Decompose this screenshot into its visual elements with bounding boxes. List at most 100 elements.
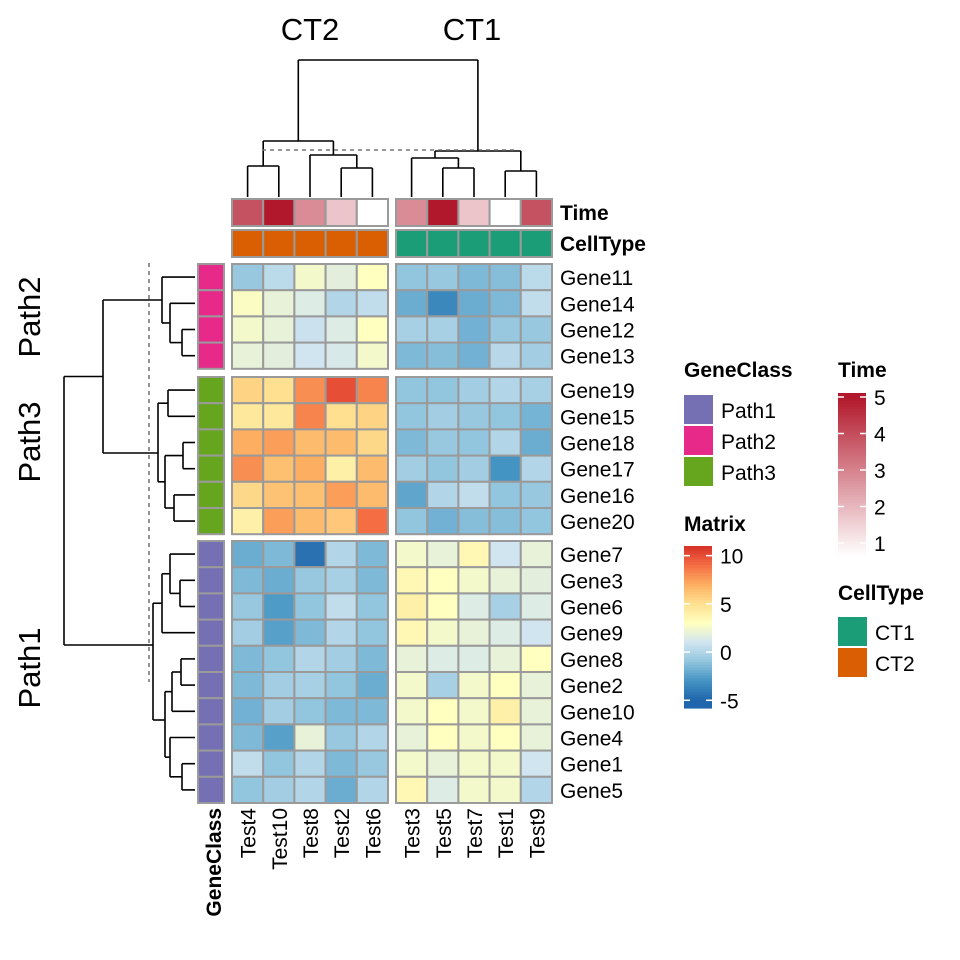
cell-gene5-test9 xyxy=(519,775,553,804)
row-label-gene7: Gene7 xyxy=(560,544,623,567)
geneclass-cell-gene18 xyxy=(197,428,225,457)
matrix-legend-band xyxy=(684,600,712,604)
cell-gene17-test1 xyxy=(488,454,522,483)
cell-gene7-test3 xyxy=(395,540,429,569)
matrix-legend-band xyxy=(684,664,712,669)
matrix-legend-band xyxy=(684,597,712,601)
cell-gene9-test1 xyxy=(488,618,522,647)
cell-gene10-test10 xyxy=(262,697,296,726)
cell-gene8-test7 xyxy=(457,644,491,673)
cell-gene11-test9 xyxy=(519,263,553,292)
matrix-legend-title: Matrix xyxy=(684,513,746,536)
geneclass-cell-gene3 xyxy=(197,566,225,595)
row-label-gene14: Gene14 xyxy=(560,293,635,316)
time-legend-band xyxy=(838,547,866,551)
time-legend-band xyxy=(838,409,866,413)
matrix-legend-band xyxy=(684,573,712,577)
cell-gene19-test3 xyxy=(395,376,429,405)
cell-gene18-test7 xyxy=(457,428,491,457)
cell-gene7-test6 xyxy=(355,540,389,569)
celltype-legend-swatch-ct2 xyxy=(838,648,867,677)
matrix-legend-band xyxy=(684,702,712,706)
geneclass-cell-gene12 xyxy=(197,315,225,344)
row-label-gene16: Gene16 xyxy=(560,485,635,508)
cell-gene1-test10 xyxy=(262,749,296,778)
time-legend-band xyxy=(838,533,866,537)
cell-gene17-test2 xyxy=(324,454,358,483)
matrix-legend-band xyxy=(684,570,712,574)
cell-gene6-test7 xyxy=(457,592,491,621)
cell-gene20-test9 xyxy=(519,507,553,536)
cell-gene14-test4 xyxy=(231,289,265,318)
matrix-legend-band xyxy=(684,548,712,552)
cell-gene17-test10 xyxy=(262,454,296,483)
cell-gene6-test4 xyxy=(231,592,265,621)
cell-gene1-test8 xyxy=(293,749,327,778)
time-legend-band xyxy=(838,489,866,493)
matrix-legend-band xyxy=(684,697,712,701)
matrix-legend-band xyxy=(684,591,712,596)
time-legend-band xyxy=(838,541,866,545)
cell-gene15-test1 xyxy=(488,402,522,431)
cell-gene9-test4 xyxy=(231,618,265,647)
time-cell-test4 xyxy=(231,198,265,227)
row-label-gene5: Gene5 xyxy=(560,780,623,803)
time-legend-band xyxy=(838,412,866,416)
cell-gene5-test3 xyxy=(395,775,429,804)
cell-gene12-test8 xyxy=(293,315,327,344)
cell-gene5-test2 xyxy=(324,775,358,804)
time-legend-band xyxy=(838,508,866,512)
celltype-cell-test10 xyxy=(262,229,296,258)
geneclass-legend-label-path2: Path2 xyxy=(721,431,776,454)
cell-gene10-test1 xyxy=(488,697,522,726)
time-legend-band xyxy=(838,417,866,422)
cell-gene20-test2 xyxy=(324,507,358,536)
cell-gene8-test3 xyxy=(395,644,429,673)
time-legend-band xyxy=(838,406,866,411)
time-legend-band xyxy=(838,445,866,449)
time-legend-band xyxy=(838,511,866,515)
geneclass-cell-gene17 xyxy=(197,454,225,483)
cell-gene19-test7 xyxy=(457,376,491,405)
cell-gene6-test5 xyxy=(426,592,460,621)
matrix-legend-band xyxy=(684,602,712,606)
cell-gene20-test4 xyxy=(231,507,265,536)
time-cell-test8 xyxy=(293,198,327,227)
cell-gene14-test3 xyxy=(395,289,429,318)
cell-gene16-test3 xyxy=(395,480,429,509)
cell-gene4-test1 xyxy=(488,723,522,752)
cell-gene8-test9 xyxy=(519,644,553,673)
cell-gene7-test5 xyxy=(426,540,460,569)
row-label-gene6: Gene6 xyxy=(560,597,623,620)
row-label-gene19: Gene19 xyxy=(560,380,635,403)
matrix-legend-band xyxy=(684,656,712,660)
matrix-legend-band xyxy=(684,691,712,696)
cell-gene8-test8 xyxy=(293,644,327,673)
row-label-gene10: Gene10 xyxy=(560,701,635,724)
cell-gene2-test1 xyxy=(488,671,522,700)
cell-gene10-test9 xyxy=(519,697,553,726)
cell-gene13-test2 xyxy=(324,341,358,370)
cell-gene1-test2 xyxy=(324,749,358,778)
matrix-legend-band xyxy=(684,662,712,666)
matrix-legend-band xyxy=(684,667,712,671)
geneclass-cell-gene9 xyxy=(197,618,225,647)
cell-gene4-test4 xyxy=(231,723,265,752)
cell-gene16-test9 xyxy=(519,480,553,509)
cell-gene14-test9 xyxy=(519,289,553,318)
cell-gene14-test1 xyxy=(488,289,522,318)
time-legend-band xyxy=(838,494,866,499)
matrix-legend-band xyxy=(684,575,712,579)
cell-gene9-test10 xyxy=(262,618,296,647)
cell-gene6-test2 xyxy=(324,592,358,621)
cell-gene8-test4 xyxy=(231,644,265,673)
matrix-legend-band xyxy=(684,567,712,571)
cell-gene11-test3 xyxy=(395,263,429,292)
cell-gene12-test9 xyxy=(519,315,553,344)
row-label-gene12: Gene12 xyxy=(560,320,635,343)
cell-gene12-test3 xyxy=(395,315,429,344)
time-legend-band xyxy=(838,437,866,441)
time-legend-band xyxy=(838,467,866,471)
cell-gene14-test2 xyxy=(324,289,358,318)
